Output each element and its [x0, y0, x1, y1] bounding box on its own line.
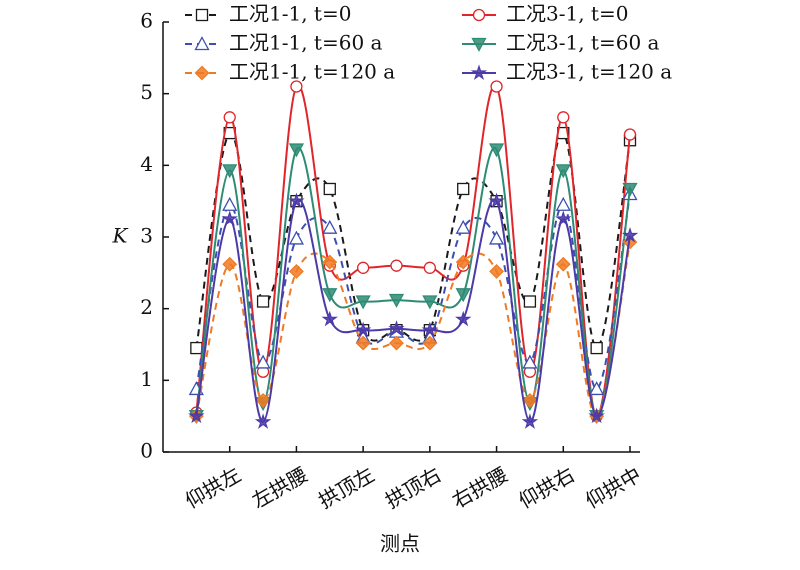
x-tick-label: 仰拱右 — [515, 462, 579, 513]
marker — [523, 295, 537, 308]
x-axis-label: 测点 — [380, 532, 420, 556]
marker — [621, 226, 639, 243]
marker — [555, 164, 571, 179]
legend-label: 工况3-1, t=0 — [506, 2, 628, 26]
y-tick-label: 6 — [140, 9, 153, 33]
marker — [522, 392, 538, 408]
y-tick-label: 4 — [140, 152, 153, 176]
marker — [289, 263, 304, 279]
marker — [588, 407, 605, 424]
marker — [555, 210, 572, 227]
marker — [354, 321, 372, 338]
legend-label: 工况3-1, t=60 a — [506, 31, 660, 55]
marker — [195, 8, 209, 22]
marker — [622, 182, 638, 197]
marker — [223, 111, 236, 124]
y-tick-label: 5 — [140, 80, 153, 104]
marker — [457, 182, 470, 196]
marker — [555, 196, 571, 211]
marker — [488, 143, 505, 158]
marker — [390, 259, 403, 272]
marker — [288, 230, 305, 245]
marker — [423, 261, 437, 274]
x-tick-label: 仰拱左 — [181, 462, 245, 513]
legend-label: 工况1-1, t=0 — [229, 2, 351, 26]
marker — [455, 254, 471, 270]
legend-label: 工况3-1, t=120 a — [506, 60, 672, 84]
y-tick-label: 3 — [140, 224, 153, 248]
marker — [190, 341, 203, 355]
marker — [355, 295, 371, 310]
marker — [321, 310, 338, 327]
marker — [521, 413, 539, 429]
marker — [472, 8, 486, 22]
marker — [455, 219, 471, 234]
marker — [290, 80, 303, 93]
marker — [389, 335, 404, 351]
marker — [522, 354, 538, 369]
marker — [422, 295, 438, 310]
y-tick-label: 1 — [140, 367, 153, 391]
marker — [489, 263, 504, 279]
x-tick-label: 拱顶右 — [381, 462, 445, 513]
marker — [421, 321, 439, 338]
marker — [194, 36, 210, 51]
marker — [488, 230, 505, 245]
marker — [356, 261, 370, 274]
marker — [222, 256, 238, 272]
x-tick-label: 右拱腰 — [448, 462, 512, 513]
marker — [422, 335, 438, 351]
marker — [589, 381, 605, 396]
marker — [222, 196, 238, 211]
y-tick-label: 0 — [140, 439, 153, 463]
marker — [490, 80, 503, 93]
marker — [455, 310, 472, 327]
y-axis-label: K — [112, 224, 129, 248]
y-tick-label: 2 — [140, 295, 153, 319]
marker — [623, 128, 637, 141]
x-tick-label: 仰拱中 — [581, 462, 645, 513]
marker — [288, 143, 305, 158]
marker — [255, 354, 271, 369]
marker — [322, 219, 338, 234]
marker — [221, 210, 238, 227]
marker — [322, 288, 338, 303]
marker — [557, 111, 570, 124]
marker — [388, 293, 405, 308]
marker — [188, 407, 205, 424]
marker — [256, 295, 270, 308]
marker — [255, 392, 271, 408]
marker — [355, 335, 371, 351]
x-tick-label: 左拱腰 — [248, 462, 312, 513]
marker — [222, 164, 238, 179]
marker — [322, 254, 338, 270]
marker — [471, 37, 487, 52]
marker — [590, 341, 603, 355]
marker — [470, 64, 488, 80]
x-tick-label: 拱顶左 — [314, 462, 378, 513]
series-line — [195, 198, 631, 423]
marker — [388, 320, 405, 336]
marker — [323, 182, 336, 196]
marker — [455, 288, 471, 303]
legend-label: 工况1-1, t=120 a — [229, 60, 395, 84]
marker — [555, 256, 571, 272]
marker — [254, 413, 272, 429]
marker — [288, 192, 305, 209]
legend-label: 工况1-1, t=60 a — [229, 31, 383, 55]
marker — [194, 65, 210, 81]
marker — [488, 192, 505, 209]
